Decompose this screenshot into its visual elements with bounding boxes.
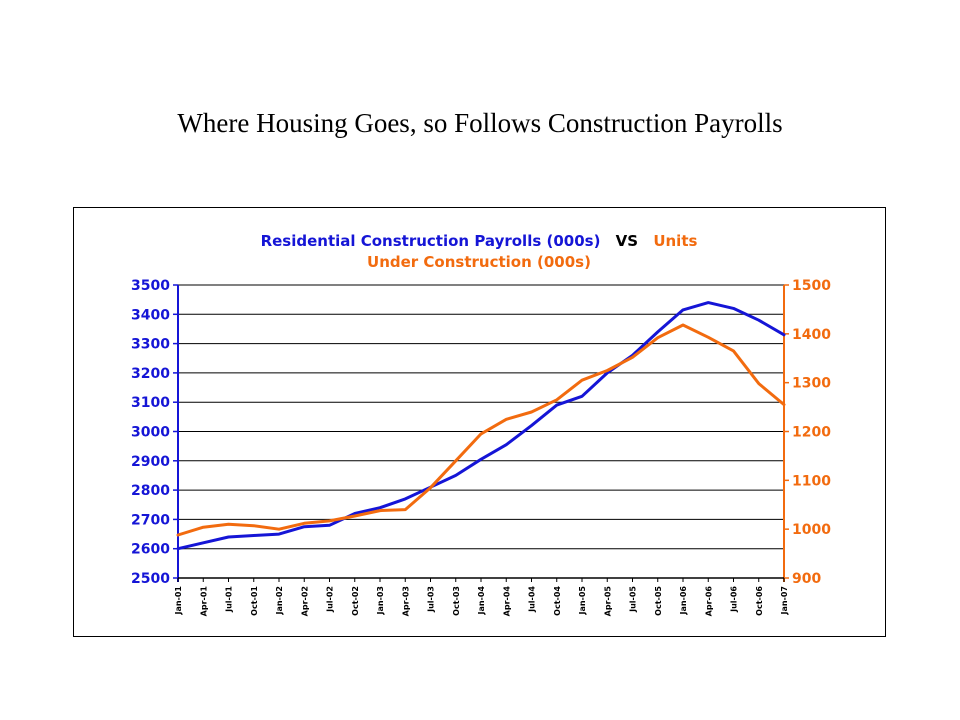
y-left-tick-label: 3100 [131, 395, 170, 411]
chart-title-units: Units [653, 232, 697, 250]
y-right-tick-label: 1500 [792, 278, 831, 294]
x-tick-label: Jan-06 [679, 586, 688, 616]
y-left-tick-label: 3000 [131, 425, 170, 441]
x-tick-label: Oct-01 [250, 586, 259, 616]
y-right-tick-label: 1200 [792, 425, 831, 441]
x-tick-label: Jan-07 [780, 586, 789, 616]
chart-title-line-1: Residential Construction Payrolls (000s)… [261, 232, 698, 250]
x-tick-label: Jul-01 [225, 586, 234, 613]
y-left-tick-label: 2800 [131, 483, 170, 499]
y-right-tick-label: 1400 [792, 327, 831, 343]
slide-title: Where Housing Goes, so Follows Construct… [177, 108, 783, 138]
y-right-tick-label: 1300 [792, 376, 831, 392]
x-tick-label: Jul-06 [730, 586, 739, 613]
series-line-units [176, 323, 786, 537]
y-left-tick-label: 2500 [131, 571, 170, 587]
x-tick-label: Apr-04 [502, 586, 511, 617]
x-tick-label: Oct-06 [755, 586, 764, 616]
chart-frame: 2500 2600 2700 2800 2900 3000 3100 3200 3300 3400… [73, 207, 886, 637]
y-left-tick-label: 3300 [131, 337, 170, 353]
x-tick-label: Jan-03 [376, 586, 385, 616]
chart-title-payrolls: Residential Construction Payrolls (000s) [261, 232, 601, 250]
y-left-tick-label: 3400 [131, 307, 170, 323]
y-left-tick-label: 3500 [131, 278, 170, 294]
y-right-tick-label: 1100 [792, 473, 831, 489]
y-left-tick-label: 2600 [131, 542, 170, 558]
x-tick-label: Jul-04 [528, 586, 537, 613]
x-tick-label: Apr-03 [401, 586, 410, 616]
x-tick-label: Oct-03 [452, 586, 461, 616]
y-left-tick-label: 2900 [131, 454, 170, 470]
x-tick-label: Oct-04 [553, 586, 562, 616]
x-tick-label: Jul-02 [326, 586, 335, 613]
x-tick-label: Jan-05 [578, 586, 587, 616]
x-tick-label: Apr-05 [603, 586, 612, 617]
y-right-tick-label: 1000 [792, 522, 831, 538]
series-line-payrolls [176, 301, 786, 551]
x-tick-label: Jan-01 [174, 586, 183, 616]
chart-title-vs: VS [616, 232, 638, 250]
x-tick-label: Oct-02 [351, 586, 360, 616]
y-left-tick-label: 2700 [131, 512, 170, 528]
y-left-tick-label: 3200 [131, 366, 170, 382]
x-tick-label: Oct-05 [654, 586, 663, 616]
x-tick-label: Jan-02 [275, 586, 284, 616]
y-right-tick-label: 900 [792, 571, 821, 587]
x-tick-label: Apr-02 [300, 586, 309, 616]
x-tick-label: Jan-04 [477, 586, 486, 616]
x-tick-label: Jul-05 [629, 586, 638, 613]
x-tick-label: Apr-06 [704, 586, 713, 617]
x-tick-label: Apr-01 [199, 586, 208, 617]
chart-title-line-2: Under Construction (000s) [367, 253, 591, 271]
x-tick-label: Jul-03 [427, 586, 436, 613]
chart: 2500 2600 2700 2800 2900 3000 3100 3200 3300 3400… [131, 232, 831, 617]
